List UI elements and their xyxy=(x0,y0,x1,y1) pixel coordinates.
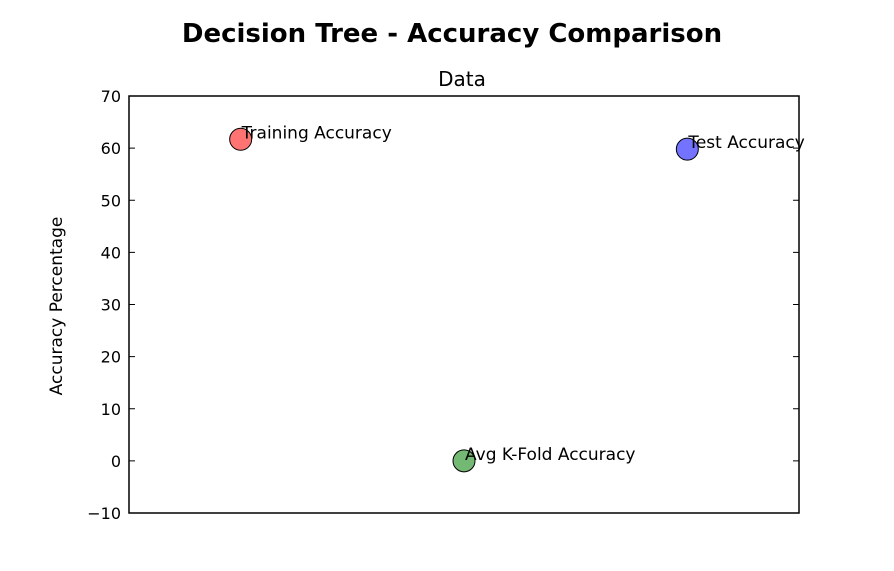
y-axis: −10 0 10 20 30 40 50 60 70 xyxy=(87,87,799,523)
y-tick-label: 50 xyxy=(101,191,121,210)
data-point-marker xyxy=(452,449,476,473)
y-tick-label: 20 xyxy=(101,348,121,367)
y-axis-label: Accuracy Percentage xyxy=(47,217,67,396)
data-point-label: Test Accuracy xyxy=(687,133,805,153)
data-point-label: Avg K-Fold Accuracy xyxy=(465,445,636,465)
data-point-marker xyxy=(229,127,253,151)
y-tick-label: 10 xyxy=(101,400,121,419)
data-points: Training Accuracy Avg K-Fold Accuracy Test… xyxy=(229,123,805,473)
chart-subtitle: Data xyxy=(438,67,486,91)
y-tick-label: −10 xyxy=(87,504,121,523)
y-tick-label: 60 xyxy=(101,139,121,158)
y-tick-label: 40 xyxy=(101,243,121,262)
chart-title: Decision Tree - Accuracy Comparison xyxy=(182,19,722,49)
y-tick-label: 0 xyxy=(111,452,121,471)
data-point-marker xyxy=(675,137,699,161)
y-tick-label: 70 xyxy=(101,87,121,106)
data-point-label: Training Accuracy xyxy=(241,123,392,143)
y-tick-label: 30 xyxy=(101,296,121,315)
